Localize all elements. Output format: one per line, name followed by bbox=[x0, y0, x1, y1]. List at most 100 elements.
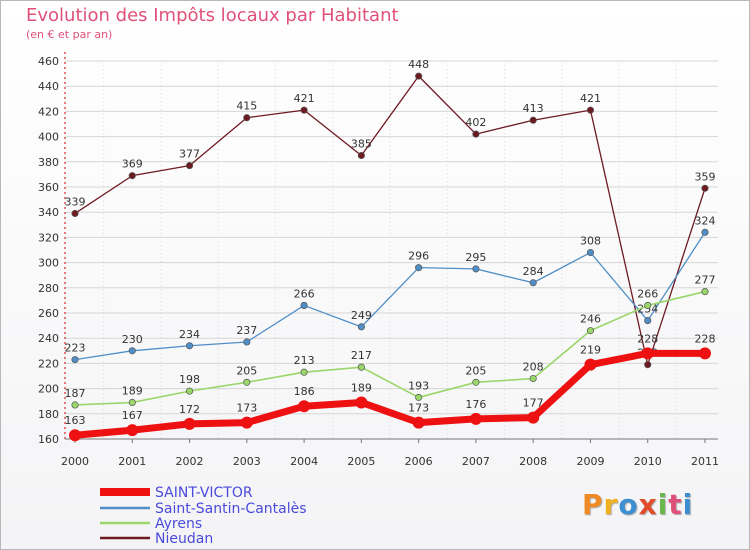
y-tick-label: 260 bbox=[38, 307, 59, 320]
legend-label-saint-santin-cantal-s: Saint-Santin-Cantalès bbox=[155, 501, 307, 517]
data-point-saint-santin-cantal-s bbox=[472, 265, 480, 273]
data-label-nieudan: 448 bbox=[408, 58, 429, 71]
data-point-nieudan bbox=[472, 130, 480, 138]
data-point-saint-santin-cantal-s bbox=[243, 338, 251, 346]
x-tick-label: 2010 bbox=[634, 455, 662, 468]
data-point-nieudan bbox=[357, 151, 365, 160]
x-tick-label: 2009 bbox=[576, 455, 604, 468]
y-tick-label: 240 bbox=[38, 332, 59, 345]
data-point-nieudan bbox=[644, 361, 652, 369]
y-tick-label: 220 bbox=[38, 357, 59, 370]
y-tick-label: 180 bbox=[38, 408, 59, 421]
series-line-saint-victor bbox=[74, 349, 705, 439]
data-point-nieudan bbox=[185, 162, 194, 170]
data-point-saint-victor bbox=[126, 424, 139, 437]
x-tick-label: 2000 bbox=[61, 455, 89, 468]
data-point-saint-santin-cantal-s bbox=[71, 356, 79, 364]
series-line-ayrens bbox=[74, 290, 706, 406]
x-tick-label: 2005 bbox=[347, 455, 375, 468]
data-point-saint-santin-cantal-s bbox=[128, 347, 136, 355]
data-point-saint-victor bbox=[69, 429, 81, 442]
data-point-ayrens bbox=[644, 301, 652, 309]
data-point-saint-victor bbox=[355, 396, 368, 409]
data-point-saint-santin-cantal-s bbox=[644, 317, 652, 325]
data-point-ayrens bbox=[472, 378, 480, 386]
data-label-nieudan: 359 bbox=[695, 170, 716, 183]
x-tick-label: 2002 bbox=[176, 455, 204, 468]
data-label-nieudan: 339 bbox=[65, 195, 86, 208]
data-label-saint-santin-cantal-s: 266 bbox=[294, 287, 315, 300]
series-line-nieudan bbox=[74, 75, 706, 366]
y-tick-label: 380 bbox=[38, 156, 59, 169]
data-point-nieudan bbox=[243, 114, 251, 122]
y-tick-label: 360 bbox=[38, 181, 59, 194]
data-label-ayrens: 187 bbox=[65, 387, 86, 400]
data-label-saint-santin-cantal-s: 284 bbox=[523, 265, 544, 278]
data-point-ayrens bbox=[357, 363, 365, 371]
y-tick-label: 300 bbox=[38, 257, 59, 270]
data-point-ayrens bbox=[300, 368, 308, 376]
data-point-saint-santin-cantal-s bbox=[185, 342, 194, 350]
data-label-nieudan: 385 bbox=[351, 138, 372, 151]
data-label-saint-santin-cantal-s: 230 bbox=[122, 333, 143, 346]
data-point-saint-santin-cantal-s bbox=[586, 248, 595, 257]
data-label-saint-victor: 228 bbox=[637, 332, 658, 345]
data-point-saint-santin-cantal-s bbox=[701, 228, 709, 236]
data-label-nieudan: 421 bbox=[580, 92, 601, 105]
data-point-saint-victor bbox=[412, 416, 425, 429]
x-tick-label: 2011 bbox=[691, 455, 719, 468]
data-label-nieudan: 415 bbox=[236, 100, 257, 113]
data-point-nieudan bbox=[586, 106, 595, 114]
data-point-ayrens bbox=[128, 398, 136, 407]
data-point-saint-victor bbox=[183, 417, 196, 430]
x-tick-label: 2004 bbox=[290, 455, 318, 468]
data-point-nieudan bbox=[415, 72, 423, 80]
data-point-ayrens bbox=[415, 393, 423, 401]
y-tick-label: 280 bbox=[38, 282, 59, 295]
data-label-saint-victor: 172 bbox=[179, 403, 200, 416]
data-label-ayrens: 189 bbox=[122, 384, 143, 397]
data-point-saint-victor bbox=[469, 412, 482, 425]
data-label-saint-victor: 228 bbox=[695, 332, 716, 345]
data-label-saint-victor: 176 bbox=[465, 398, 486, 411]
y-tick-label: 440 bbox=[38, 80, 59, 93]
data-label-ayrens: 205 bbox=[465, 364, 486, 377]
data-label-saint-victor: 189 bbox=[351, 381, 372, 394]
y-tick-label: 200 bbox=[38, 383, 59, 396]
y-tick-label: 340 bbox=[38, 206, 59, 219]
data-label-saint-santin-cantal-s: 324 bbox=[695, 214, 716, 227]
x-tick-label: 2003 bbox=[233, 455, 261, 468]
data-label-ayrens: 266 bbox=[637, 287, 658, 300]
data-label-ayrens: 217 bbox=[351, 349, 372, 362]
y-tick-label: 420 bbox=[38, 105, 59, 118]
x-tick-label: 2007 bbox=[462, 455, 490, 468]
x-tick-label: 2006 bbox=[405, 455, 433, 468]
data-label-saint-santin-cantal-s: 295 bbox=[465, 251, 486, 264]
data-point-saint-victor bbox=[584, 358, 597, 371]
data-label-saint-santin-cantal-s: 249 bbox=[351, 309, 372, 322]
data-point-saint-santin-cantal-s bbox=[415, 264, 423, 272]
chart-subtitle: (en € et par an) bbox=[26, 28, 113, 41]
data-label-saint-santin-cantal-s: 234 bbox=[179, 328, 200, 341]
data-label-saint-santin-cantal-s: 223 bbox=[65, 342, 86, 355]
data-label-ayrens: 193 bbox=[408, 379, 429, 392]
data-label-nieudan: 377 bbox=[179, 148, 200, 161]
data-label-nieudan: 402 bbox=[465, 116, 486, 129]
data-label-nieudan: 413 bbox=[523, 102, 544, 115]
data-label-ayrens: 205 bbox=[236, 364, 257, 377]
data-point-nieudan bbox=[300, 106, 308, 114]
data-label-ayrens: 213 bbox=[294, 354, 315, 367]
y-tick-label: 400 bbox=[38, 131, 59, 144]
data-point-nieudan bbox=[529, 116, 537, 124]
proxiti-logo: Proxiti bbox=[582, 488, 694, 521]
data-point-nieudan bbox=[128, 172, 136, 180]
data-label-saint-santin-cantal-s: 237 bbox=[236, 324, 257, 337]
data-point-ayrens bbox=[701, 288, 709, 296]
data-point-ayrens bbox=[243, 378, 251, 386]
data-label-saint-victor: 173 bbox=[408, 402, 429, 415]
data-point-saint-santin-cantal-s bbox=[357, 323, 365, 331]
data-label-saint-victor: 163 bbox=[65, 414, 86, 427]
y-tick-label: 460 bbox=[38, 55, 59, 68]
